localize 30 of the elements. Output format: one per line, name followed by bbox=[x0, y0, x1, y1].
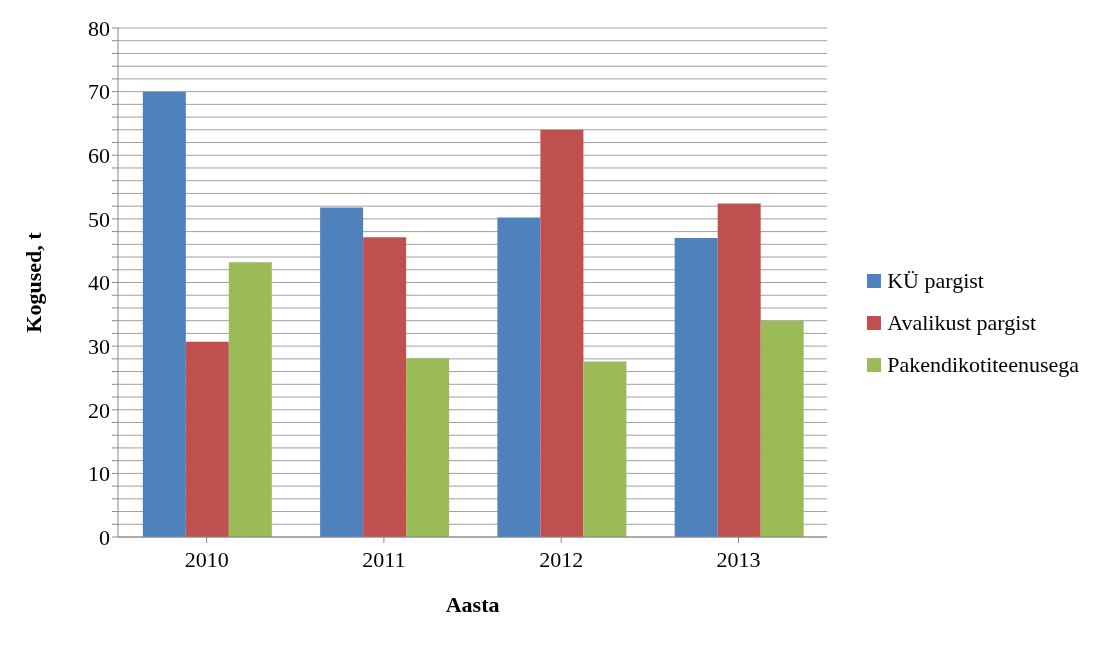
legend-label: Pakendikotiteenusega bbox=[887, 350, 1079, 379]
x-tick-label: 2013 bbox=[716, 546, 761, 572]
bar bbox=[674, 237, 718, 537]
y-tick-label: 70 bbox=[88, 79, 110, 105]
bar bbox=[406, 358, 450, 537]
bar bbox=[228, 262, 272, 537]
y-tick-label: 60 bbox=[88, 143, 110, 169]
x-axis-title: Aasta bbox=[445, 592, 500, 617]
y-tick-label: 40 bbox=[88, 270, 110, 296]
y-tick-label: 0 bbox=[99, 524, 110, 550]
x-tick-label: 2011 bbox=[362, 546, 406, 572]
bar bbox=[185, 341, 229, 537]
bar bbox=[583, 361, 627, 537]
bar bbox=[363, 237, 407, 537]
y-tick-label: 80 bbox=[88, 15, 110, 41]
bar bbox=[142, 91, 186, 537]
bar bbox=[717, 203, 761, 537]
y-tick-label: 50 bbox=[88, 206, 110, 232]
y-tick-label: 30 bbox=[88, 333, 110, 359]
legend-label: Avalikust pargist bbox=[887, 308, 1037, 337]
y-tick-label: 10 bbox=[88, 461, 110, 487]
y-tick-label: 20 bbox=[88, 397, 110, 423]
x-tick-label: 2012 bbox=[539, 546, 584, 572]
bar bbox=[497, 217, 541, 537]
bar bbox=[760, 320, 804, 537]
y-axis-title: Kogused, t bbox=[20, 231, 46, 333]
bar bbox=[540, 129, 584, 537]
x-tick-label: 2010 bbox=[184, 546, 229, 572]
legend-label: KÜ pargist bbox=[887, 266, 984, 295]
bar bbox=[320, 207, 364, 537]
